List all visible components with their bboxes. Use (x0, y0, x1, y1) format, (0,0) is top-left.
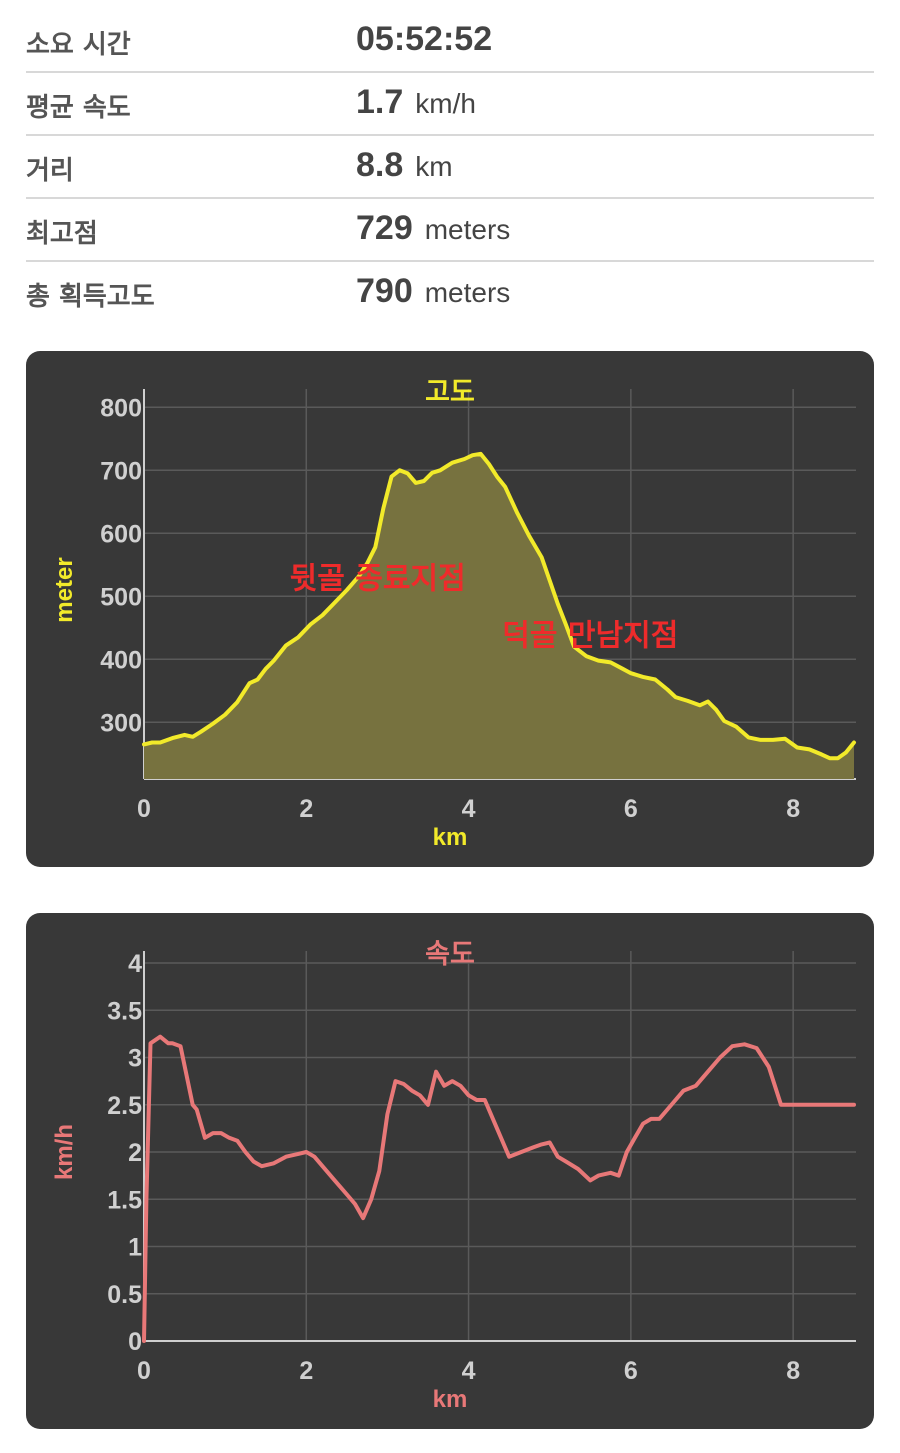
y-tick-label: 1.5 (107, 1186, 142, 1214)
stat-number: 8.8 (356, 146, 404, 184)
stat-row-max-altitude: 최고점 729 meters (26, 199, 874, 262)
y-tick-label: 300 (100, 709, 142, 737)
stat-label: 총 획득고도 (26, 282, 155, 312)
stat-unit: meters (424, 214, 511, 245)
y-tick-label: 800 (100, 394, 142, 422)
stat-row-total-ascent: 총 획득고도 790 meters (26, 262, 874, 325)
y-tick-label: 2 (128, 1139, 142, 1167)
stat-number: 1.7 (356, 83, 404, 121)
x-tick-label: 0 (137, 795, 151, 823)
chart-title: 속도 (425, 939, 475, 970)
y-tick-label: 0.5 (107, 1281, 142, 1309)
speed-chart: 0 2 4 6 8 0 0.5 1 1.5 2 2.5 3 3.5 4 속도 km km/h (51, 939, 856, 1413)
stat-label: 거리 (26, 156, 74, 186)
stat-label: 소요 시간 (26, 30, 131, 60)
series-area (144, 453, 854, 779)
y-tick-label: 700 (100, 457, 142, 485)
y-tick-label: 4 (128, 950, 142, 978)
y-tick-label: 500 (100, 583, 142, 611)
stat-row-avg-speed: 평균 속도 1.7 km/h (26, 73, 874, 136)
x-tick-label: 8 (786, 795, 800, 823)
stat-value: 790 meters (356, 272, 510, 311)
stat-unit: km (415, 151, 453, 182)
stat-value: 8.8 km (356, 146, 453, 185)
stat-value: 05:52:52 (356, 20, 493, 58)
x-tick-label: 6 (624, 795, 638, 823)
y-axis-label: km/h (51, 1124, 78, 1180)
stat-row-distance: 거리 8.8 km (26, 136, 874, 199)
stat-unit: km/h (415, 88, 476, 119)
stat-number: 790 (356, 272, 413, 310)
stat-number: 729 (356, 209, 413, 247)
chart-annotation: 덕골 만남지점 (502, 618, 678, 653)
y-tick-label: 400 (100, 646, 142, 674)
x-tick-label: 2 (299, 795, 313, 823)
x-tick-label: 4 (462, 795, 476, 823)
x-axis-label: km (433, 824, 468, 851)
series-line (142, 1034, 856, 1343)
y-axis-label: meter (51, 557, 78, 622)
x-tick-label: 2 (299, 1357, 313, 1385)
x-tick-label: 0 (137, 1357, 151, 1385)
x-tick-label: 4 (462, 1357, 476, 1385)
chart-annotation: 뒷골 종료지점 (290, 562, 466, 597)
speed-chart-card[interactable]: 0 2 4 6 8 0 0.5 1 1.5 2 2.5 3 3.5 4 속도 km km/h (26, 913, 874, 1429)
y-tick-label: 3 (128, 1045, 142, 1073)
y-tick-label: 3.5 (107, 997, 142, 1025)
chart-title: 고도 (425, 377, 475, 408)
y-tick-label: 2.5 (107, 1092, 142, 1120)
y-tick-label: 600 (100, 520, 142, 548)
stat-row-duration: 소요 시간 05:52:52 (26, 10, 874, 73)
stat-value: 729 meters (356, 209, 510, 248)
stats-table: 소요 시간 05:52:52 평균 속도 1.7 km/h 거리 8.8 km 최고… (26, 10, 874, 325)
series-line (142, 451, 856, 761)
altitude-chart: 0 2 4 6 8 300 400 500 600 700 800 고도 km meter 뒷골 종료지점덕… (51, 377, 856, 851)
y-tick-label: 0 (128, 1328, 142, 1356)
stat-label: 최고점 (26, 219, 98, 249)
stat-value: 1.7 km/h (356, 83, 476, 122)
stat-label: 평균 속도 (26, 93, 131, 123)
x-axis-label: km (433, 1386, 468, 1413)
y-tick-label: 1 (128, 1234, 142, 1262)
x-tick-label: 6 (624, 1357, 638, 1385)
stat-unit: meters (424, 277, 511, 308)
x-tick-label: 8 (786, 1357, 800, 1385)
